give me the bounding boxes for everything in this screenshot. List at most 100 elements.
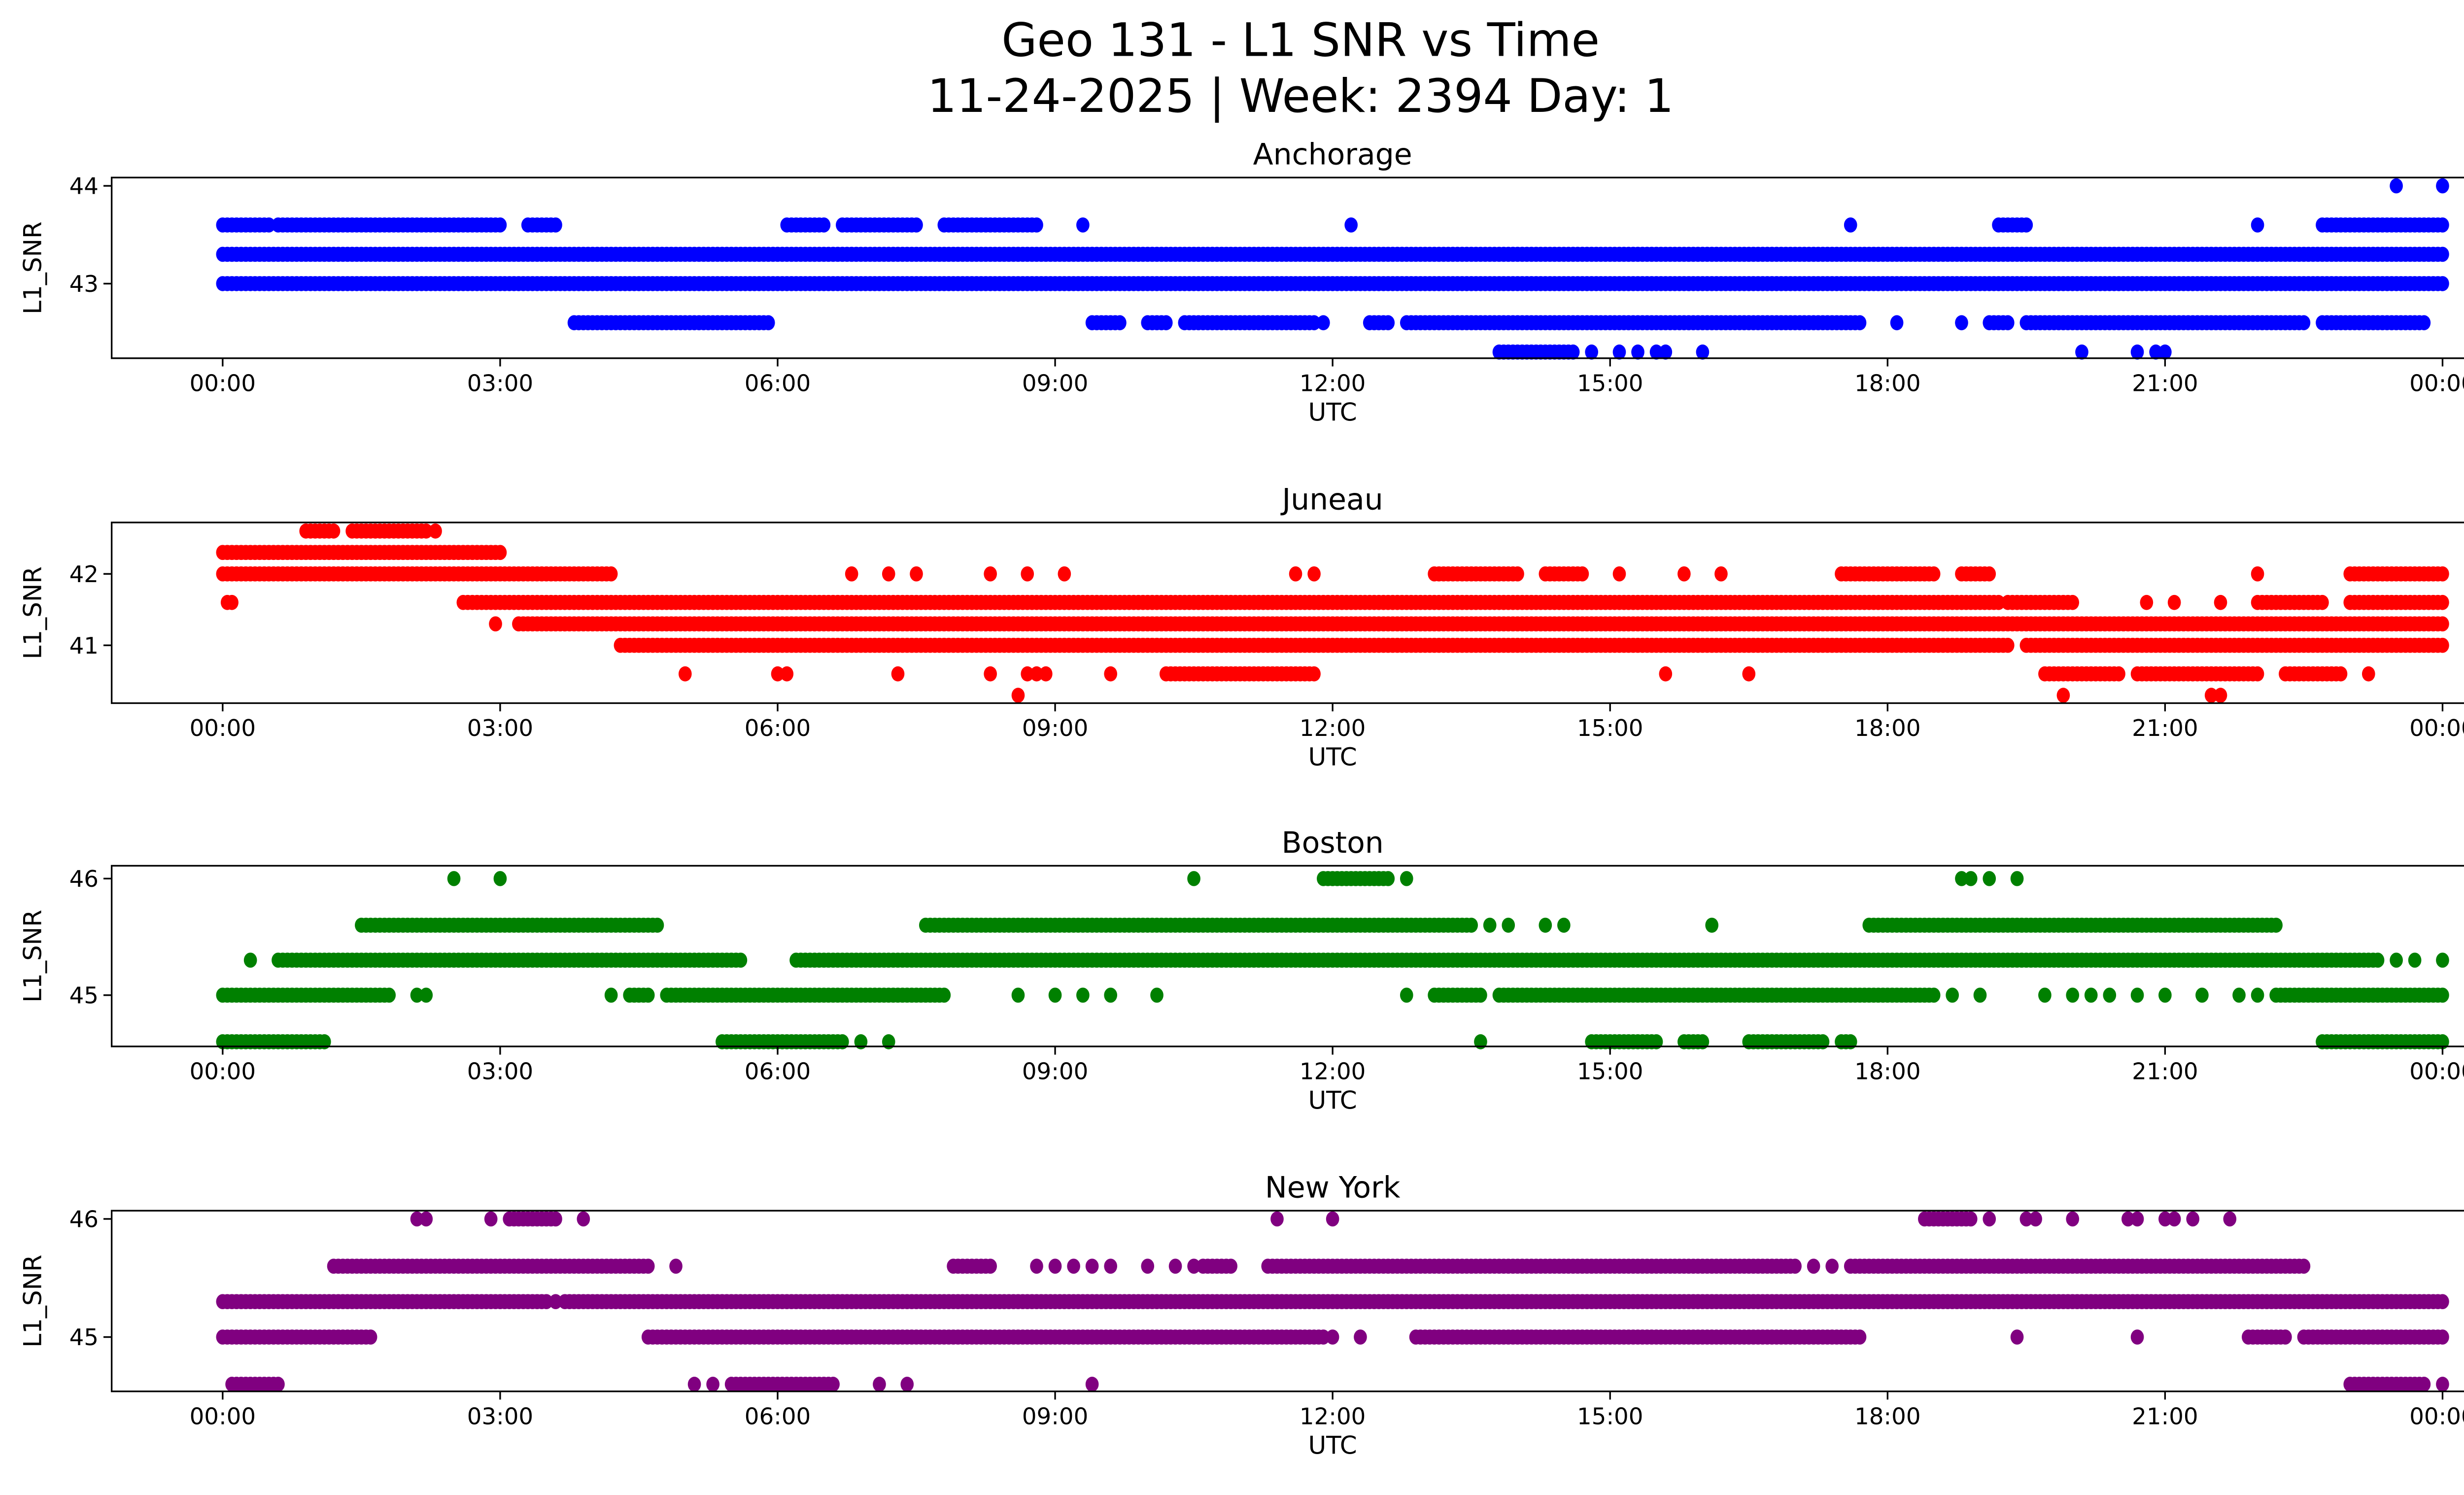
- data-point: [2371, 952, 2385, 968]
- data-point: [1612, 344, 1626, 360]
- data-point: [484, 1211, 498, 1227]
- data-point: [1030, 666, 1043, 682]
- data-point: [2390, 952, 2403, 968]
- data-point: [910, 566, 923, 582]
- x-tick-label: 18:00: [1854, 715, 1920, 742]
- data-point: [2066, 594, 2080, 610]
- x-tick-label: 00:00: [190, 370, 256, 397]
- data-point: [2436, 178, 2449, 194]
- data-point: [2029, 1211, 2042, 1227]
- data-point: [1946, 987, 1959, 1003]
- data-point: [761, 315, 775, 331]
- data-point: [1474, 1034, 1487, 1049]
- chart-title-line-1: Geo 131 - L1 SNR vs Time: [1001, 14, 1600, 68]
- data-point: [382, 987, 396, 1003]
- data-point: [817, 217, 831, 233]
- data-point: [1307, 315, 1321, 331]
- data-point: [1714, 566, 1728, 582]
- data-point: [1927, 566, 1941, 582]
- data-point: [1890, 315, 1904, 331]
- y-tick-label: 43: [69, 271, 99, 298]
- x-tick-label: 06:00: [745, 1059, 811, 1085]
- data-point: [1964, 1211, 1978, 1227]
- data-point: [650, 917, 664, 933]
- data-point: [1677, 566, 1691, 582]
- x-tick-label: 09:00: [1022, 715, 1088, 742]
- data-point: [1557, 917, 1571, 933]
- data-point: [1511, 566, 1524, 582]
- data-point: [243, 952, 257, 968]
- data-point: [2038, 987, 2052, 1003]
- data-point: [1381, 871, 1395, 886]
- data-point: [1825, 1258, 1839, 1274]
- x-axis-label: UTC: [1308, 1086, 1357, 1115]
- data-point: [1649, 344, 1663, 360]
- data-point: [1483, 917, 1497, 933]
- data-point: [1566, 344, 1580, 360]
- data-point: [641, 1258, 655, 1274]
- data-point: [2130, 1211, 2144, 1227]
- chart-title-line-2: 11-24-2025 | Week: 2394 Day: 1: [927, 70, 1674, 123]
- data-point: [734, 952, 748, 968]
- data-point: [2214, 594, 2227, 610]
- data-point: [1048, 1258, 1062, 1274]
- data-point: [2121, 1211, 2135, 1227]
- data-point: [1696, 344, 1710, 360]
- data-point: [225, 594, 239, 610]
- data-points: [216, 178, 2449, 360]
- x-tick-label: 12:00: [1300, 1059, 1366, 1085]
- y-axis-label: L1_SNR: [18, 909, 47, 1002]
- data-point: [604, 566, 618, 582]
- subplot-title: New York: [1265, 1171, 1401, 1205]
- data-point: [1742, 666, 1756, 682]
- x-axis-label: UTC: [1308, 398, 1357, 426]
- data-point: [1104, 987, 1118, 1003]
- x-tick-label: 00:00: [190, 1059, 256, 1085]
- data-point: [1973, 987, 1987, 1003]
- data-point: [493, 545, 507, 560]
- data-point: [2408, 952, 2422, 968]
- data-point: [2297, 315, 2311, 331]
- data-point: [2436, 616, 2449, 632]
- data-point: [419, 1211, 433, 1227]
- y-axis-label: L1_SNR: [18, 566, 47, 659]
- data-point: [1585, 344, 1598, 360]
- data-point: [1788, 1258, 1802, 1274]
- data-point: [836, 1034, 849, 1049]
- data-point: [1021, 666, 1034, 682]
- data-point: [1381, 315, 1395, 331]
- data-point: [2436, 637, 2449, 653]
- data-point: [2223, 1211, 2237, 1227]
- data-point: [2140, 594, 2154, 610]
- x-tick-label: 18:00: [1854, 370, 1920, 397]
- data-point: [1696, 1034, 1710, 1049]
- data-points: [216, 523, 2449, 703]
- data-point: [1270, 1211, 1284, 1227]
- subplot-title: Juneau: [1280, 482, 1383, 517]
- data-point: [2436, 1034, 2449, 1049]
- x-tick-label: 21:00: [2132, 715, 2198, 742]
- y-axis-label: L1_SNR: [18, 221, 47, 314]
- data-point: [2158, 987, 2172, 1003]
- x-tick-label: 09:00: [1022, 1059, 1088, 1085]
- data-point: [780, 666, 794, 682]
- data-point: [1030, 217, 1043, 233]
- data-point: [669, 1258, 683, 1274]
- data-point: [678, 666, 692, 682]
- data-point: [1816, 1034, 1830, 1049]
- data-point: [2103, 987, 2117, 1003]
- data-point: [2195, 987, 2209, 1003]
- data-point: [1317, 315, 1330, 331]
- data-point: [429, 523, 442, 539]
- data-point: [1992, 594, 2005, 610]
- data-point: [1983, 566, 1996, 582]
- x-tick-label: 03:00: [467, 715, 533, 742]
- data-point: [1927, 987, 1941, 1003]
- data-point: [2010, 871, 2024, 886]
- x-tick-label: 12:00: [1300, 370, 1366, 397]
- data-point: [1344, 217, 1358, 233]
- data-point: [1659, 666, 1673, 682]
- data-point: [2019, 1211, 2033, 1227]
- data-point: [1983, 871, 1996, 886]
